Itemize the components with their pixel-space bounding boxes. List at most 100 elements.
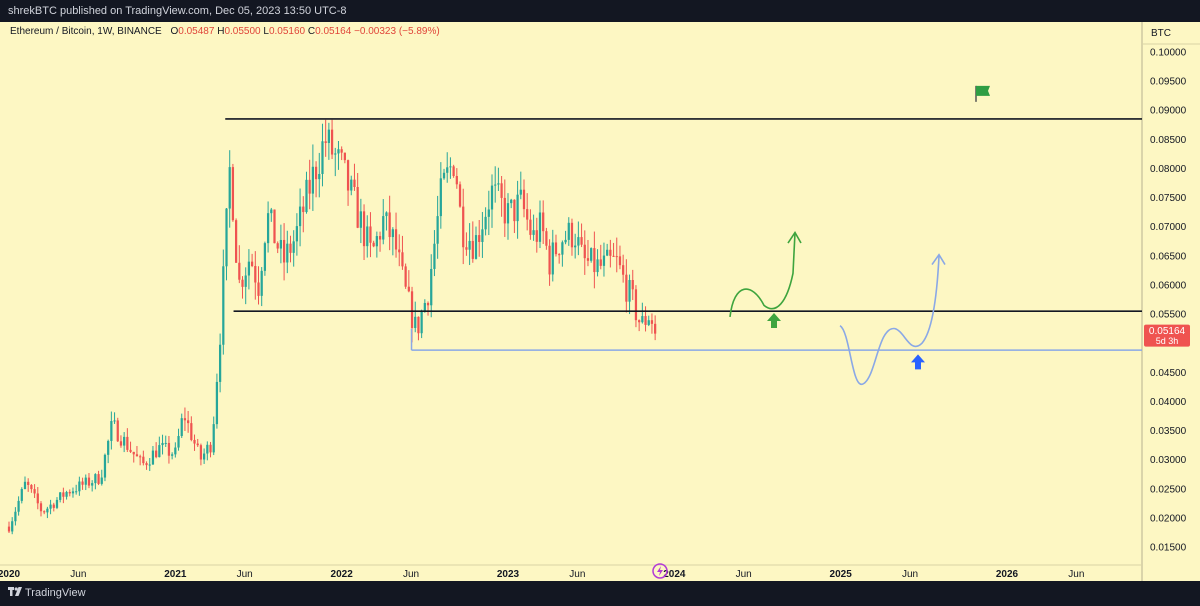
candle-body [410,291,414,328]
candle-body [100,477,103,484]
candle-body [241,279,244,287]
x-tick-label: Jun [1068,569,1084,580]
candle-body [586,258,590,261]
candle-body [289,243,292,253]
y-tick-label: 0.10000 [1150,48,1187,59]
price-chart[interactable]: BTC 0.01500 0.02000 0.02500 0.03000 0.03500 0.… [0,22,1200,581]
candle-body [382,216,385,240]
candle-body [254,265,257,283]
candle-body [487,209,490,217]
candle-body [420,311,423,334]
blue-up-arrow-icon [911,354,925,370]
candle-body [238,262,241,280]
candle-body [343,152,346,161]
candle-body [532,230,535,235]
candle-body [145,463,148,466]
candle-body [196,443,199,446]
low-label: L [263,26,269,37]
candle-body [558,254,561,256]
candle-body [164,442,167,444]
candle-body [516,194,519,222]
candle-body [634,289,638,321]
candle-body [362,211,366,247]
x-tick-label: 2021 [164,569,187,580]
candle-body [471,240,474,259]
candle-body [385,212,388,217]
countdown-label: 5d 3h [1156,336,1179,346]
candle-body [286,243,289,263]
candle-body [279,239,283,249]
y-tick-label: 0.09500 [1150,77,1187,88]
candle-body [65,492,68,497]
candle-body [388,212,391,238]
candle-body [311,166,314,194]
candle-body [452,166,455,176]
tradingview-logo-icon [8,587,22,596]
candle-body [519,189,522,195]
candle-body [295,226,299,242]
blue-arrowhead [931,253,946,266]
candle-body [23,481,27,489]
candle-body [7,526,11,532]
candle-body [366,226,369,247]
candle-body [564,239,567,243]
candle-body [244,275,247,287]
y-tick-label: 0.06500 [1150,251,1187,262]
candle-body [107,440,110,455]
candle-body [68,492,71,494]
candle-body [494,184,497,186]
candle-body [282,239,286,263]
candle-body [59,492,62,500]
candle-body [263,243,267,271]
candle-body [247,261,251,276]
candle-body [481,229,484,242]
candle-body [305,179,308,213]
candle-body [350,179,353,191]
candle-body [593,248,596,273]
candle-body [270,209,273,214]
candle-body [228,167,231,209]
symbol-label: Ethereum / Bitcoin, 1W, BINANCE [10,26,162,37]
candle-body [510,199,513,204]
x-tick-label: 2026 [996,569,1019,580]
x-tick-label: Jun [403,569,419,580]
candle-body [62,492,65,497]
chart-background [0,22,1200,581]
candle-body [302,206,305,213]
candle-body [606,249,609,256]
candle-body [20,488,23,501]
ohlc-legend: Ethereum / Bitcoin, 1W, BINANCE O0.05487… [10,26,440,37]
candle-body [590,248,593,261]
close-value: 0.05164 [315,26,352,37]
candle-body [139,456,142,458]
candle-body [71,491,75,494]
open-label: O [170,26,179,37]
chart-area[interactable]: BTC 0.01500 0.02000 0.02500 0.03000 0.03500 0.… [0,22,1200,581]
candle-body [375,236,378,247]
x-tick-label: 2024 [663,569,686,580]
candle-body [503,197,506,224]
candle-body [199,445,203,460]
candle-body [30,484,33,490]
candle-body [94,474,97,484]
candle-body [148,464,151,466]
candle-body [55,499,59,508]
candle-body [631,280,634,290]
x-tick-label: 2023 [497,569,520,580]
y-tick-label: 0.03000 [1150,455,1187,466]
candle-body [449,166,452,168]
x-tick-label: Jun [902,569,918,580]
candle-body [327,129,330,144]
candle-body [609,249,612,256]
lightning-icon [657,566,663,576]
candle-body [167,442,171,456]
candle-body [612,255,615,257]
candle-body [87,477,91,486]
candle-body [583,244,586,259]
candle-body [602,255,606,266]
open-value: 0.05487 [178,26,215,37]
candle-body [33,489,36,494]
candle-body [407,286,410,292]
y-tick-label: 0.06000 [1150,280,1187,291]
candle-body [126,436,129,450]
